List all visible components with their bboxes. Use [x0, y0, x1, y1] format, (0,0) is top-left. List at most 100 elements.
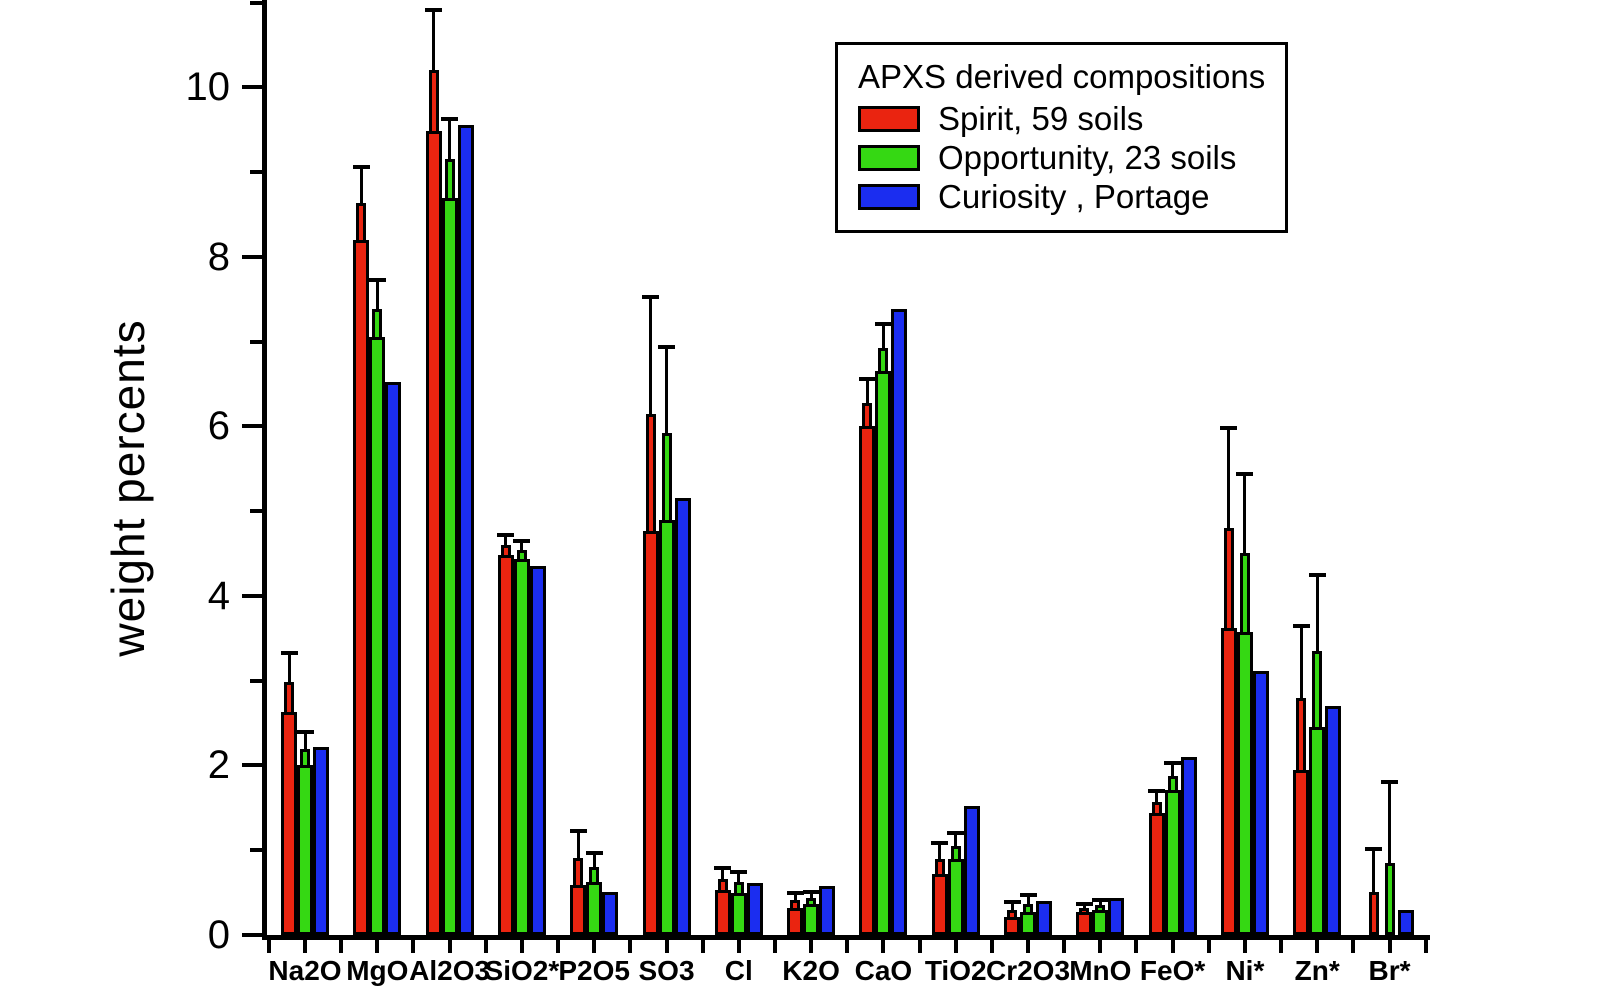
error-whisker-opportunity-feo [1171, 762, 1175, 778]
error-cap-opportunity-ni [1236, 471, 1254, 476]
error-box-spirit-al2o3 [428, 70, 439, 134]
bar-spirit-feo [1148, 812, 1165, 935]
x-axis-tick [339, 940, 344, 953]
error-box-opportunity-tio2 [950, 846, 961, 862]
bar-opportunity-ni [1236, 631, 1253, 935]
bar-spirit-cao [859, 426, 876, 935]
x-category-label: Br* [1368, 955, 1411, 986]
error-box-opportunity-br [1384, 862, 1395, 935]
error-whisker-opportunity-cao [881, 323, 885, 349]
legend-swatch-opportunity [858, 144, 920, 171]
error-box-spirit-br [1368, 891, 1379, 935]
bar-curiosity-cao [891, 309, 908, 935]
x-axis-tick [953, 940, 958, 953]
legend-swatch-spirit [858, 105, 920, 132]
error-whisker-spirit-br [1372, 849, 1375, 893]
x-axis-tick [917, 940, 922, 953]
x-category-label: K2O [782, 955, 840, 986]
bar-curiosity-al2o3 [457, 124, 474, 935]
legend-label: Opportunity, 23 soils [938, 138, 1237, 176]
x-category-label: Cl [724, 955, 753, 986]
bar-spirit-k2o [787, 907, 804, 935]
error-whisker-spirit-na2o [287, 652, 291, 684]
error-cap-spirit-al2o3 [425, 8, 443, 13]
y-axis-minor-tick [250, 0, 262, 5]
legend-entries: Spirit, 59 soils Opportunity, 23 soils Cur… [858, 99, 1265, 216]
error-whisker-opportunity-cr2o3 [1026, 895, 1030, 905]
error-whisker-opportunity-na2o [303, 732, 307, 750]
bar-spirit-p2o5 [570, 885, 587, 935]
error-whisker-spirit-p2o5 [576, 830, 580, 859]
x-category-label: TiO2 [924, 955, 987, 986]
error-cap-spirit-zn [1292, 623, 1310, 628]
bar-spirit-tio2 [931, 873, 948, 935]
error-cap-spirit-k2o [786, 890, 804, 895]
x-axis-tick [1315, 940, 1320, 953]
error-box-spirit-cr2o3 [1007, 909, 1017, 921]
error-whisker-spirit-cao [865, 378, 869, 404]
error-whisker-opportunity-p2o5 [592, 852, 596, 869]
bar-spirit-so3 [642, 530, 659, 935]
error-cap-spirit-br [1365, 847, 1382, 852]
error-box-opportunity-na2o [300, 748, 310, 768]
x-axis-tick [411, 940, 416, 953]
bar-opportunity-mno [1092, 910, 1109, 935]
error-box-opportunity-ni [1239, 552, 1250, 635]
x-axis-tick [592, 940, 597, 953]
y-axis-tick-label: 6 [207, 404, 230, 449]
bar-curiosity-na2o [313, 746, 329, 935]
bar-opportunity-zn [1309, 727, 1326, 935]
error-cap-opportunity-zn [1308, 572, 1326, 577]
error-whisker-opportunity-mno [1098, 900, 1102, 907]
bar-curiosity-ni [1252, 670, 1269, 935]
bar-spirit-zn [1293, 769, 1310, 935]
error-cap-opportunity-sio2 [513, 538, 531, 543]
x-axis-tick [881, 940, 886, 953]
x-axis-tick [519, 940, 524, 953]
x-axis-tick [1098, 940, 1103, 953]
x-axis-tick [845, 940, 850, 953]
bar-opportunity-al2o3 [441, 198, 458, 935]
error-box-spirit-k2o [790, 900, 801, 911]
x-axis-tick [1134, 940, 1139, 953]
plot-area [262, 0, 1430, 940]
error-cap-spirit-so3 [642, 294, 659, 299]
error-box-opportunity-mno [1095, 905, 1106, 914]
bar-spirit-ni [1220, 628, 1237, 935]
error-whisker-opportunity-ni [1243, 473, 1247, 554]
error-box-spirit-cl [717, 879, 728, 894]
x-axis-tick [375, 940, 380, 953]
error-cap-spirit-p2o5 [569, 828, 587, 833]
x-category-label: Zn* [1294, 955, 1340, 986]
legend-label: Spirit, 59 soils [938, 99, 1144, 137]
x-category-label: Na2O [268, 955, 342, 986]
x-axis-tick [628, 940, 633, 953]
y-axis-major-tick [242, 933, 262, 937]
x-axis-tick [1170, 940, 1175, 953]
error-cap-spirit-ni [1220, 426, 1238, 431]
y-axis-minor-tick [250, 170, 262, 175]
legend: APXS derived compositions Spirit, 59 soi… [835, 42, 1289, 233]
bar-opportunity-cl [730, 892, 747, 935]
bar-spirit-cl [714, 890, 731, 935]
error-cap-opportunity-k2o [802, 889, 820, 894]
y-axis-minor-tick [250, 848, 262, 853]
bar-curiosity-p2o5 [602, 891, 619, 935]
bar-opportunity-mgo [369, 337, 386, 935]
x-axis-tick [989, 940, 994, 953]
bar-curiosity-tio2 [963, 806, 980, 935]
x-axis-tick [1423, 940, 1428, 953]
x-category-label: Cr2O3 [985, 955, 1071, 986]
bar-opportunity-k2o [803, 903, 820, 935]
error-box-spirit-tio2 [934, 858, 945, 877]
x-category-label: FeO* [1139, 955, 1206, 986]
x-axis-tick [1062, 940, 1067, 953]
error-whisker-opportunity-sio2 [520, 540, 524, 552]
error-box-opportunity-cr2o3 [1023, 903, 1033, 916]
y-axis-tick-label: 8 [207, 234, 230, 279]
error-cap-opportunity-p2o5 [585, 850, 603, 855]
error-whisker-spirit-sio2 [504, 534, 508, 547]
bar-curiosity-sio2 [529, 566, 546, 935]
x-category-label: P2O5 [558, 955, 630, 986]
x-category-label: Al2O3 [409, 955, 491, 986]
